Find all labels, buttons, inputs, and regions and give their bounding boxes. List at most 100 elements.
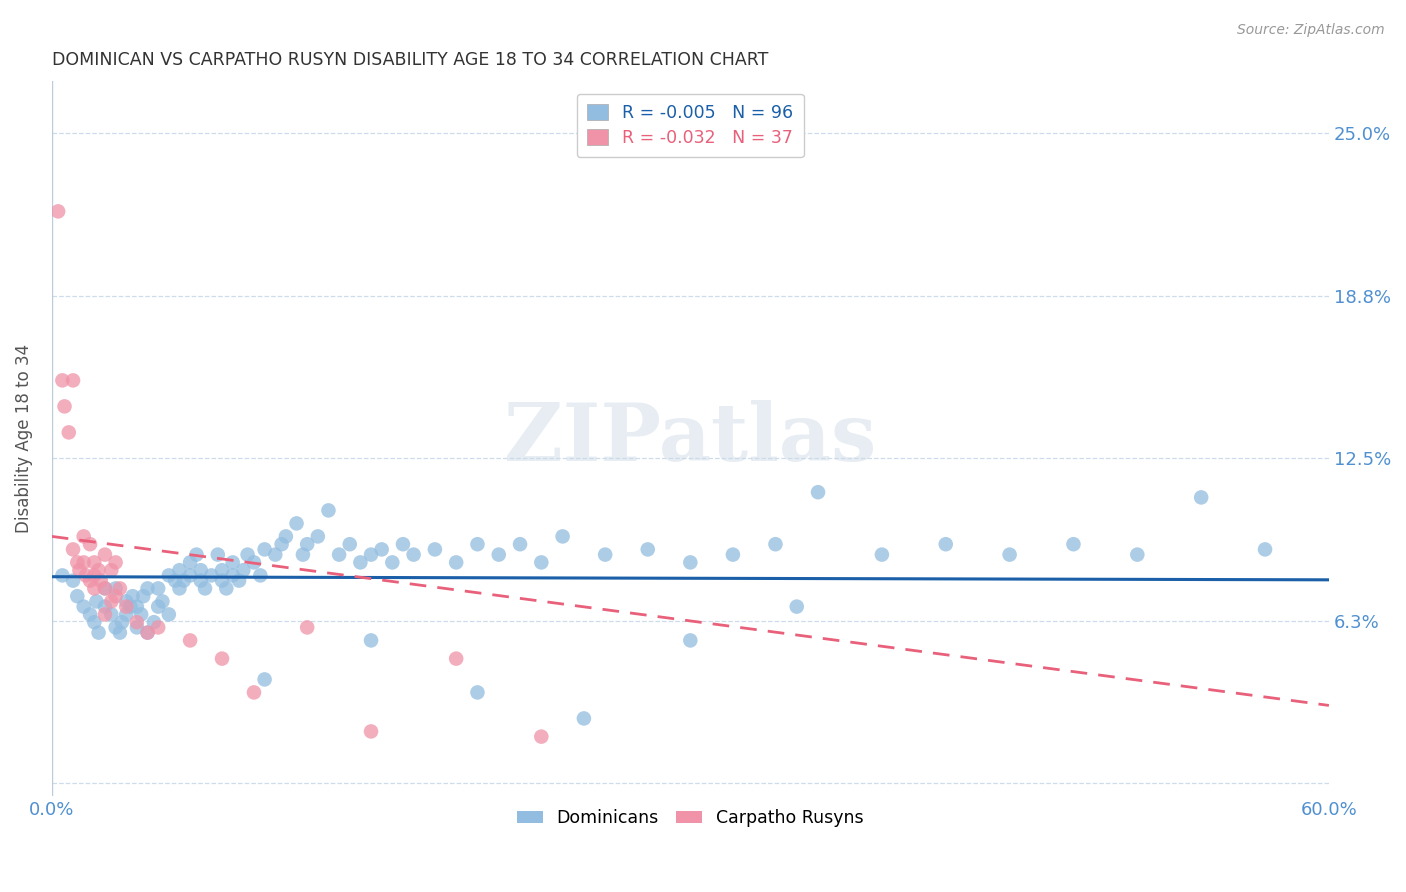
Point: [136, 582, 159, 596]
Point: [62, 373, 84, 387]
Point: [186, 548, 208, 562]
Point: [307, 529, 329, 543]
Point: [87, 563, 110, 577]
Point: [200, 568, 222, 582]
Point: [551, 529, 574, 543]
Point: [100, 563, 122, 577]
Point: [67, 563, 90, 577]
Point: [236, 548, 259, 562]
Point: [86, 594, 108, 608]
Point: [243, 556, 266, 570]
Point: [46, 204, 69, 219]
Point: [94, 582, 117, 596]
Point: [360, 548, 382, 562]
Point: [488, 548, 510, 562]
Point: [90, 574, 112, 588]
Point: [339, 537, 361, 551]
Point: [157, 607, 180, 622]
Point: [870, 548, 893, 562]
Point: [274, 529, 297, 543]
Point: [444, 556, 467, 570]
Point: [249, 568, 271, 582]
Y-axis label: Disability Age 18 to 34: Disability Age 18 to 34: [15, 344, 32, 533]
Point: [530, 730, 553, 744]
Point: [381, 556, 404, 570]
Point: [721, 548, 744, 562]
Point: [79, 537, 101, 551]
Point: [51, 373, 73, 387]
Point: [73, 556, 96, 570]
Point: [593, 548, 616, 562]
Point: [179, 556, 201, 570]
Point: [83, 582, 105, 596]
Point: [66, 589, 89, 603]
Point: [165, 574, 187, 588]
Point: [679, 633, 702, 648]
Point: [211, 563, 233, 577]
Point: [157, 568, 180, 582]
Point: [62, 574, 84, 588]
Point: [370, 542, 392, 557]
Point: [264, 548, 287, 562]
Point: [73, 529, 96, 543]
Point: [392, 537, 415, 551]
Text: DOMINICAN VS CARPATHO RUSYN DISABILITY AGE 18 TO 34 CORRELATION CHART: DOMINICAN VS CARPATHO RUSYN DISABILITY A…: [52, 51, 768, 69]
Point: [51, 568, 73, 582]
Point: [79, 607, 101, 622]
Point: [270, 537, 292, 551]
Point: [125, 620, 148, 634]
Point: [243, 685, 266, 699]
Point: [94, 607, 117, 622]
Point: [207, 548, 229, 562]
Point: [111, 615, 134, 630]
Point: [100, 594, 122, 608]
Point: [115, 599, 138, 614]
Point: [83, 556, 105, 570]
Point: [169, 582, 191, 596]
Point: [318, 503, 340, 517]
Point: [360, 633, 382, 648]
Text: ZIPatlas: ZIPatlas: [505, 400, 876, 478]
Point: [179, 633, 201, 648]
Point: [253, 673, 276, 687]
Point: [211, 651, 233, 665]
Point: [62, 542, 84, 557]
Point: [132, 589, 155, 603]
Point: [295, 620, 318, 634]
Point: [253, 542, 276, 557]
Point: [136, 625, 159, 640]
Point: [53, 400, 76, 414]
Point: [402, 548, 425, 562]
Point: [1189, 491, 1212, 505]
Point: [104, 556, 127, 570]
Point: [58, 425, 80, 440]
Point: [94, 548, 117, 562]
Point: [104, 589, 127, 603]
Point: [1254, 542, 1277, 557]
Point: [104, 620, 127, 634]
Point: [173, 574, 195, 588]
Point: [194, 582, 217, 596]
Point: [221, 556, 243, 570]
Point: [349, 556, 371, 570]
Point: [108, 625, 131, 640]
Point: [108, 582, 131, 596]
Point: [1126, 548, 1149, 562]
Point: [935, 537, 957, 551]
Point: [679, 556, 702, 570]
Point: [73, 599, 96, 614]
Point: [115, 607, 138, 622]
Point: [75, 568, 97, 582]
Point: [148, 620, 170, 634]
Point: [94, 582, 117, 596]
Point: [328, 548, 350, 562]
Point: [444, 651, 467, 665]
Point: [79, 574, 101, 588]
Point: [765, 537, 787, 551]
Point: [467, 685, 489, 699]
Point: [83, 568, 105, 582]
Point: [360, 724, 382, 739]
Point: [129, 607, 152, 622]
Point: [120, 599, 142, 614]
Point: [148, 599, 170, 614]
